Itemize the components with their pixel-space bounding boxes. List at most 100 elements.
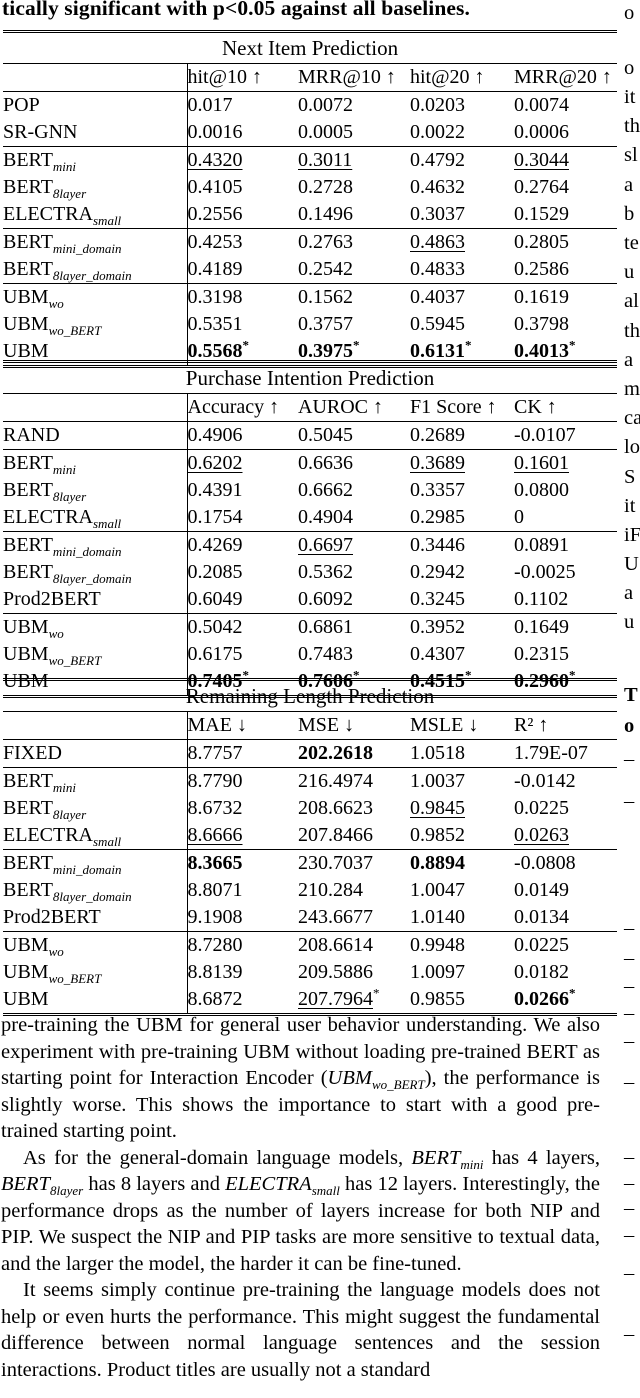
row-label-base: UBM	[3, 961, 49, 983]
metric-value: 0.6662	[298, 479, 353, 501]
metric-value: 0.2542	[298, 258, 353, 280]
clipped-text-fragment: te	[624, 232, 639, 254]
clipped-text-fragment: T	[624, 684, 638, 706]
metric-value: 0.9852	[410, 824, 465, 846]
row-label-base: FIXED	[3, 742, 62, 764]
metric-value: 0.2728	[298, 176, 353, 198]
clipped-text-fragment: –	[624, 748, 635, 770]
table-row: BERTmini 0.6202 0.6636 0.3689 0.1601	[3, 449, 618, 477]
table-row: BERT8layer_domain 8.8071 210.284 1.0047 0.01…	[3, 877, 617, 904]
row-label-base: UBM	[3, 988, 49, 1010]
column-header: hit@10 ↑	[187, 63, 298, 92]
metric-cell: 1.0037	[410, 767, 514, 795]
metric-value: 0.3798	[514, 313, 569, 335]
metric-value: 0.0072	[298, 94, 353, 116]
metric-value: 0.0225	[514, 934, 569, 956]
metric-cell: 0.0203	[410, 92, 514, 120]
row-label-subscript: 8layer_domain	[52, 571, 132, 586]
row-label-subscript: 8layer	[52, 807, 87, 822]
metric-value: 243.6677	[298, 906, 373, 928]
metric-cell: 208.6623	[298, 795, 410, 822]
metric-value: 1.79E-07	[514, 742, 588, 764]
clipped-text-fragment: –	[624, 1262, 635, 1284]
row-label-subscript: 8layer	[52, 186, 87, 201]
clipped-text-fragment: –	[624, 1002, 635, 1024]
metric-cell: 0.4792	[410, 146, 514, 174]
metric-cell: 0.4037	[410, 283, 514, 311]
metric-value: 0.0800	[514, 479, 569, 501]
metric-value: 0.4105	[187, 176, 243, 198]
row-label-header-empty	[3, 711, 188, 740]
metric-cell: 0.0072	[298, 92, 410, 120]
row-label-base: UBM	[3, 643, 49, 665]
metric-cell: 0.2942	[410, 559, 514, 586]
significance-star: *	[353, 668, 360, 683]
row-label-base: UBM	[3, 313, 49, 335]
clipped-text-fragment: o	[624, 715, 635, 737]
significance-star: *	[569, 986, 576, 1001]
row-label-subscript: small	[93, 213, 122, 228]
paragraph-segment: BERT	[411, 1146, 461, 1169]
metric-value: 0	[514, 506, 524, 528]
metric-cell: 0.3245	[410, 586, 514, 614]
metric-value: 8.7280	[187, 934, 243, 956]
metric-cell: 0.2556	[187, 201, 298, 229]
metric-value: 0.2764	[514, 176, 569, 198]
clipped-text-fragment: sl	[624, 144, 638, 166]
clipped-text-fragment: –	[624, 975, 635, 997]
metric-value: 0.2085	[187, 561, 243, 583]
metric-cell: 0.2763	[298, 228, 410, 256]
metric-value: 0.1529	[514, 203, 569, 225]
table-container-remaining-length-prediction: Remaining Length Prediction MAE ↓ MSE ↓ MSL…	[3, 678, 618, 1016]
metric-value: 0.4189	[187, 258, 243, 280]
metric-cell: 0.3011	[298, 146, 410, 174]
metric-value: 0.9855	[410, 988, 465, 1010]
clipped-text-fragment: it	[624, 495, 636, 517]
metric-cell: 0.3757	[298, 311, 410, 338]
table-title-row: Next Item Prediction	[3, 31, 618, 64]
metric-cell: 207.7964*	[298, 986, 410, 1015]
paragraph: pre-training the UBM for general user be…	[1, 1012, 600, 1145]
row-label-base: BERT	[3, 534, 53, 556]
row-label: BERTmini_domain	[3, 531, 188, 559]
clipped-text-fragment: a	[624, 582, 634, 604]
metric-value: 0.3446	[410, 534, 465, 556]
table-row: UBMwo_BERT 8.8139 209.5886 1.0097 0.0182	[3, 959, 617, 986]
row-label-base: BERT	[3, 231, 53, 253]
metric-value: 216.4974	[298, 770, 373, 792]
metric-value: 0.5362	[298, 561, 353, 583]
metric-value: 0.0203	[410, 94, 465, 116]
metric-cell: 8.6666	[187, 822, 298, 850]
metric-value: 202.2618	[298, 742, 373, 764]
row-label-subscript: mini_domain	[52, 862, 122, 877]
metric-cell: 0.5362	[298, 559, 410, 586]
metric-value: 0.5945	[410, 313, 465, 335]
row-label-subscript: 8layer_domain	[52, 889, 132, 904]
metric-cell: 8.7280	[187, 931, 298, 959]
paragraph: It seems simply continue pre-training th…	[1, 1277, 600, 1383]
clipped-text-fragment: al	[624, 290, 639, 312]
table-row: BERT8layer_domain 0.2085 0.5362 0.2942 -0.00…	[3, 559, 617, 586]
metric-cell: 0.6861	[298, 613, 410, 641]
significance-star: *	[353, 338, 360, 353]
metric-value: 0.2805	[514, 231, 569, 253]
metric-value: 0.1562	[298, 286, 353, 308]
metric-cell: 0.4320	[187, 146, 298, 174]
metric-cell: 0.2805	[514, 228, 618, 256]
metric-cell: 202.2618	[298, 740, 410, 768]
metric-cell: 0	[514, 504, 617, 532]
table-title-row: Remaining Length Prediction	[3, 679, 618, 712]
metric-cell: 0.0022	[410, 119, 514, 147]
table-title: Next Item Prediction	[3, 31, 618, 64]
table-next-item-prediction: Next Item Prediction hit@10 ↑ MRR@10 ↑ hit@…	[3, 30, 618, 368]
clipped-text-fragment: o	[624, 2, 635, 24]
metric-cell: 1.0097	[410, 959, 514, 986]
row-label-base: BERT	[3, 479, 53, 501]
table-row: Prod2BERT 9.1908 243.6677 1.0140 0.0134	[3, 904, 617, 932]
metric-value: 8.6666	[187, 824, 243, 846]
paragraph-subscript: 8layer	[50, 1183, 83, 1198]
metric-value: 0.4391	[187, 479, 243, 501]
row-label: POP	[3, 91, 188, 119]
metric-cell: 0.4863	[410, 228, 514, 256]
table-container-next-item-prediction: Next Item Prediction hit@10 ↑ MRR@10 ↑ hit@…	[3, 30, 618, 368]
